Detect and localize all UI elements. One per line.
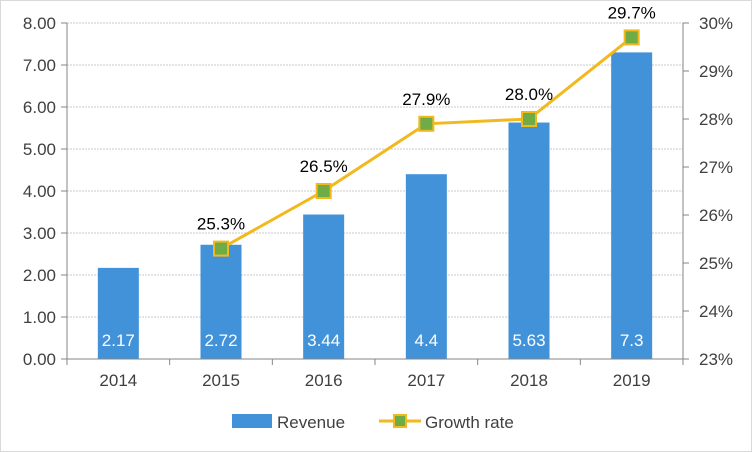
left-y-tick-label: 7.00	[23, 56, 56, 75]
growth-line: 25.3% 26.5% 27.9% 28.0% 29.7%	[197, 3, 656, 257]
left-y-tick-label: 3.00	[23, 224, 56, 243]
x-tick-label: 2016	[305, 371, 343, 390]
revenue-bar	[303, 214, 345, 359]
x-tick-label: 2017	[407, 371, 445, 390]
right-y-tick-label: 30%	[699, 14, 733, 33]
x-tick-label: 2015	[202, 371, 240, 390]
growth-data-label: 25.3%	[197, 215, 245, 234]
growth-data-label: 29.7%	[608, 3, 656, 22]
growth-marker	[623, 29, 640, 46]
right-y-tick-label: 27%	[699, 158, 733, 177]
legend-revenue-label: Revenue	[277, 413, 345, 432]
left-y-tick-label: 1.00	[23, 308, 56, 327]
gridlines	[67, 22, 683, 318]
growth-data-label: 27.9%	[402, 90, 450, 109]
legend-revenue-swatch	[232, 414, 272, 428]
growth-data-label: 28.0%	[505, 85, 553, 104]
revenue-bar-label: 4.4	[415, 331, 439, 350]
left-y-tick-label: 8.00	[23, 14, 56, 33]
revenue-bar	[508, 122, 550, 359]
x-tick-label: 2019	[613, 371, 651, 390]
right-y-tick-labels: 23% 24% 25% 26% 27% 28% 29% 30%	[699, 14, 733, 369]
revenue-bar-label: 2.72	[204, 331, 237, 350]
left-y-tick-label: 5.00	[23, 140, 56, 159]
right-y-tick-label: 24%	[699, 302, 733, 321]
axes	[61, 22, 689, 365]
right-y-tick-label: 28%	[699, 110, 733, 129]
growth-marker	[521, 111, 537, 127]
growth-data-label: 26.5%	[300, 157, 348, 176]
revenue-bar	[200, 244, 242, 359]
growth-marker	[315, 183, 332, 199]
revenue-bar	[611, 52, 653, 360]
x-tick-labels: 2014 2015 2016 2017 2018 2019	[99, 371, 650, 390]
revenue-bars: 2.17 2.72 3.44 4.4 5.63 7.3	[97, 52, 653, 360]
x-tick-label: 2014	[99, 371, 137, 390]
revenue-bar	[97, 267, 139, 359]
left-y-tick-label: 4.00	[23, 182, 56, 201]
right-y-tick-label: 23%	[699, 350, 733, 369]
right-y-tick-label: 26%	[699, 206, 733, 225]
right-y-tick-label: 29%	[699, 62, 733, 81]
left-y-tick-label: 6.00	[23, 98, 56, 117]
left-y-tick-label: 2.00	[23, 266, 56, 285]
revenue-bar-label: 3.44	[307, 331, 340, 350]
growth-marker	[213, 240, 229, 257]
legend: Revenue Growth rate	[232, 413, 514, 432]
left-y-tick-label: 0.00	[23, 350, 56, 369]
right-y-tick-label: 25%	[699, 254, 733, 273]
revenue-bar-label: 5.63	[512, 331, 545, 350]
left-y-tick-labels: 0.00 1.00 2.00 3.00 4.00 5.00 6.00 7.00 8.00	[23, 14, 56, 369]
revenue-bar	[405, 174, 447, 359]
revenue-bar-label: 2.17	[102, 331, 135, 350]
growth-marker	[418, 115, 435, 132]
revenue-bar-label: 7.3	[620, 331, 644, 350]
legend-growth-label: Growth rate	[425, 413, 514, 432]
x-tick-label: 2018	[510, 371, 548, 390]
legend-growth-marker	[393, 414, 407, 428]
